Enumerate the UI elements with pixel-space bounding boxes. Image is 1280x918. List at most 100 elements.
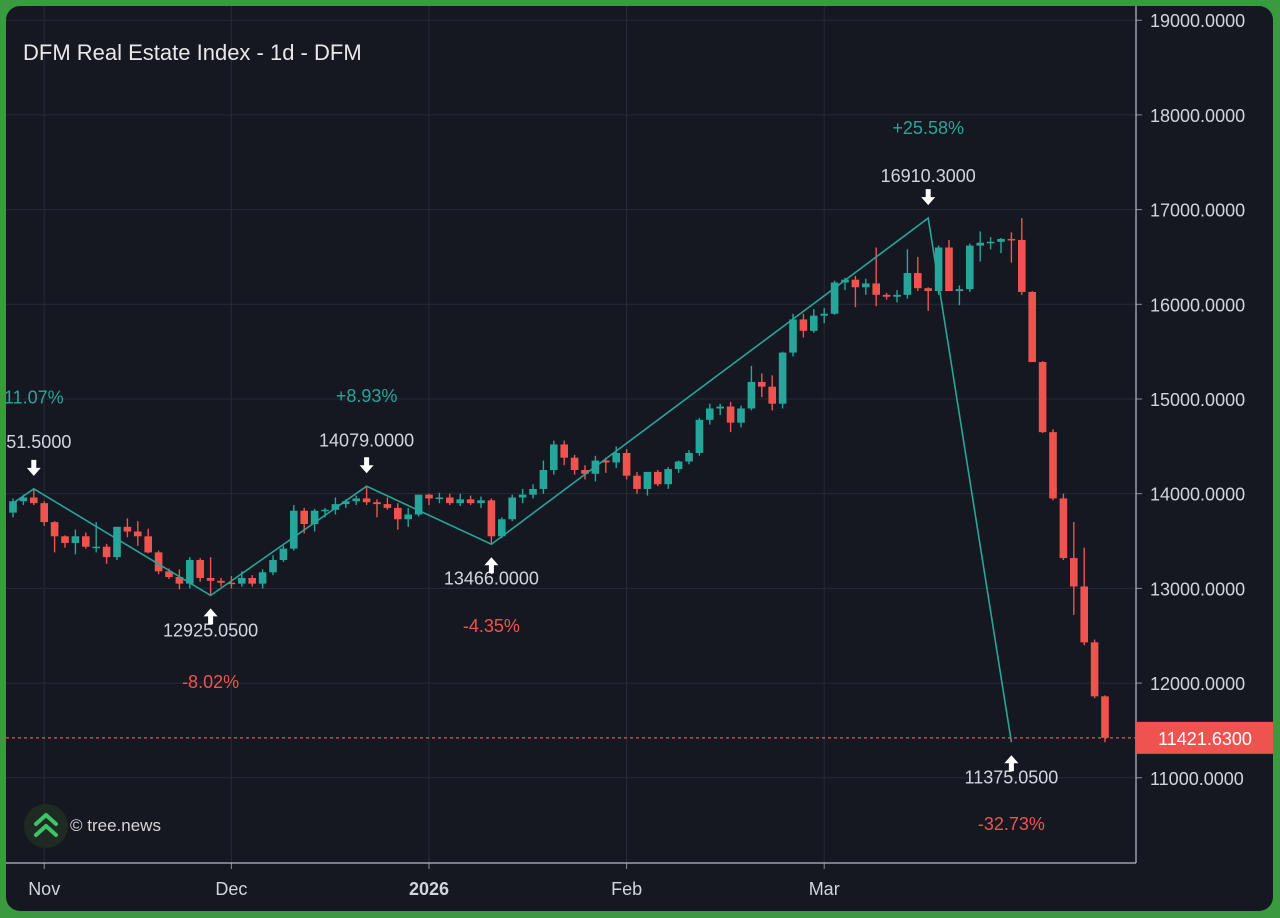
candle-body — [654, 471, 662, 485]
candle-body — [882, 294, 891, 297]
candle-body — [820, 313, 828, 316]
candle-body — [352, 498, 360, 502]
candlestick-chart[interactable]: 11000.0000 12000.0000 13000.0000 14000.0000… — [6, 6, 1273, 911]
candle — [529, 484, 537, 499]
candle — [50, 521, 59, 553]
chart-title: DFM Real Estate Index - 1d - DFM — [23, 40, 362, 65]
candle-body — [997, 238, 1005, 242]
candle-body — [810, 315, 818, 331]
candle-body — [1038, 362, 1047, 433]
x-tick-label-2026: 2026 — [409, 879, 449, 899]
candle — [986, 237, 995, 250]
candle — [123, 518, 132, 538]
candle-body — [695, 419, 704, 453]
candle-body — [966, 245, 974, 290]
candle-body — [737, 408, 745, 423]
candle — [810, 309, 818, 333]
candle — [383, 497, 392, 510]
candle-body — [487, 500, 496, 537]
candle — [61, 535, 69, 548]
candle-body — [945, 247, 953, 292]
candle — [1070, 522, 1078, 615]
candle-body — [893, 294, 901, 297]
candle — [622, 449, 631, 480]
candle-body — [716, 406, 724, 409]
candle — [674, 460, 683, 473]
y-tick-label: 18000.0000 — [1150, 106, 1245, 126]
candle — [206, 557, 215, 596]
candle-body — [758, 381, 766, 387]
y-tick-label: 17000.0000 — [1150, 201, 1245, 221]
candle-body — [435, 497, 444, 499]
candle-body — [279, 548, 288, 560]
candle — [9, 498, 17, 518]
candle-body — [633, 475, 641, 489]
candle — [539, 460, 548, 494]
x-tick-label-nov: Nov — [28, 879, 60, 899]
candle — [602, 457, 610, 473]
arrow-down-icon — [359, 457, 374, 474]
candle — [1007, 232, 1016, 263]
candle-body — [924, 288, 932, 292]
candle — [903, 249, 912, 299]
watermark: © tree.news — [24, 804, 161, 848]
candle — [643, 471, 652, 496]
candle — [924, 287, 932, 311]
candle — [997, 238, 1005, 254]
candle-body — [477, 500, 485, 504]
chart-panel: 11000.0000 12000.0000 13000.0000 14000.0000… — [6, 6, 1273, 911]
arrow-down-icon — [921, 189, 936, 206]
candle-body — [726, 406, 735, 423]
candle-body — [383, 504, 392, 508]
candle — [175, 569, 184, 590]
candle-body — [394, 507, 402, 520]
candle — [737, 405, 745, 428]
candle-body — [1101, 696, 1109, 738]
candle-body — [227, 582, 236, 585]
candle — [570, 454, 579, 475]
candle-body — [196, 559, 204, 578]
candle — [1038, 361, 1047, 434]
candle-body — [331, 504, 340, 510]
arrow-up-icon — [484, 557, 499, 574]
candle — [258, 569, 267, 589]
candle-body — [61, 536, 69, 543]
candle — [976, 231, 984, 262]
candle — [695, 417, 704, 456]
candle-body — [175, 577, 184, 584]
candle-body — [92, 546, 100, 549]
candle-body — [581, 470, 589, 474]
candle — [882, 292, 891, 300]
candle — [362, 486, 371, 506]
candle — [154, 550, 163, 575]
candle-body — [986, 241, 995, 244]
candle-body — [1090, 642, 1099, 697]
candle-body — [290, 510, 298, 549]
candle-body — [113, 526, 121, 558]
candle — [269, 555, 277, 576]
watermark-text: © tree.news — [70, 816, 161, 835]
annotation-label: 13466.0000 — [444, 569, 539, 589]
candle — [144, 528, 152, 554]
candle-body — [217, 580, 225, 583]
candle-body — [206, 577, 215, 581]
candle-body — [71, 536, 80, 543]
annotation-label: 11375.0500 — [965, 767, 1059, 787]
y-tick-label: 12000.0000 — [1150, 674, 1245, 694]
candle — [71, 529, 80, 555]
candle-body — [674, 461, 683, 470]
candle — [310, 508, 319, 532]
candle-body — [414, 494, 423, 515]
candle — [518, 488, 527, 504]
candle — [508, 494, 516, 522]
annotation-label: -4.35% — [463, 616, 520, 636]
candle — [550, 440, 558, 475]
candle-body — [1018, 239, 1026, 292]
candle — [945, 239, 953, 292]
tree-news-logo-icon — [24, 804, 68, 848]
candle — [1049, 429, 1057, 501]
candle — [654, 470, 662, 487]
candle-body — [955, 289, 964, 292]
candle — [1018, 218, 1026, 295]
candle — [498, 517, 506, 539]
